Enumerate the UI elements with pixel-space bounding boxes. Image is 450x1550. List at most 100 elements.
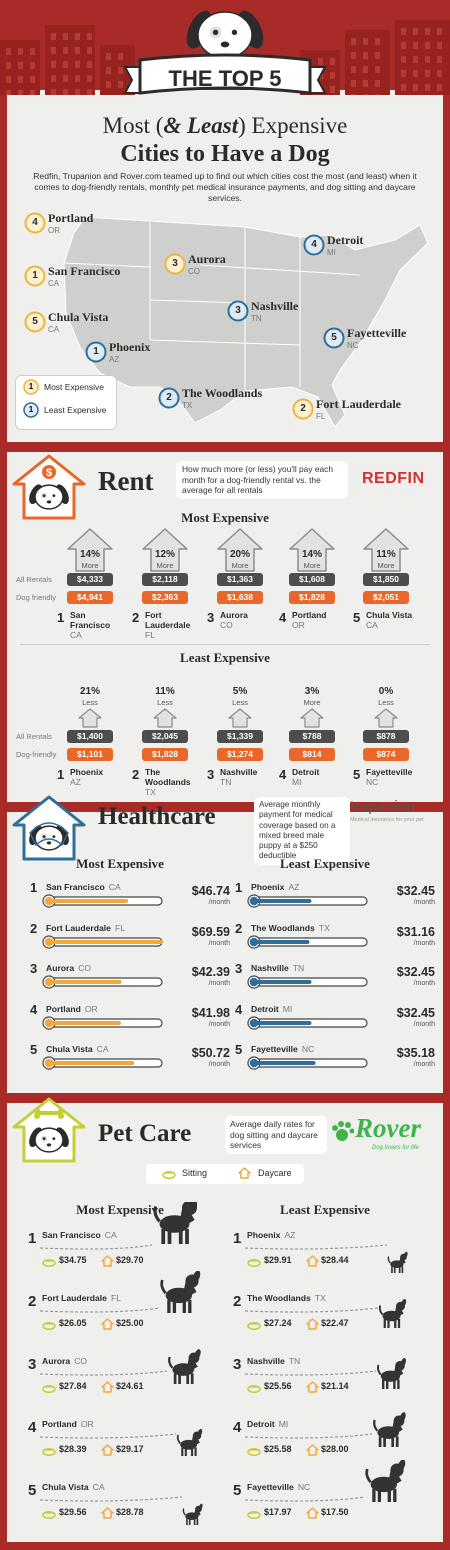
city-name: Fort Lauderdale (145, 610, 191, 630)
price-tag: $1,101 (67, 748, 113, 761)
rect-shape (330, 86, 335, 93)
house-arrow (217, 528, 263, 572)
city-rank: 4 (311, 239, 317, 250)
city-marker (24, 311, 46, 333)
city-name: Phoenix (70, 767, 104, 777)
pct: 0% (378, 686, 394, 697)
city-rank: 1 (32, 270, 38, 281)
path-shape (153, 708, 177, 728)
rank: 1 (57, 610, 65, 625)
city-name: Chula Vista (46, 1044, 93, 1054)
rect-shape (87, 89, 92, 95)
city-marker (158, 387, 180, 409)
rank: 5 (353, 610, 361, 625)
sitting-icon (247, 1321, 261, 1330)
path-shape (245, 1433, 373, 1439)
city-state: AZ (109, 355, 120, 364)
rank: 3 (207, 610, 215, 625)
price-tag: $1,828 (142, 748, 188, 761)
rect-shape (437, 42, 442, 49)
circle-shape (42, 1137, 46, 1140)
ellipse-shape (192, 1271, 201, 1284)
circle-shape (345, 1122, 351, 1128)
city-state: CO (78, 963, 92, 973)
rank: 5 (30, 1042, 38, 1057)
sitting-icon (42, 1510, 56, 1519)
path-shape (101, 1255, 114, 1267)
rect-shape (51, 61, 56, 68)
rank: 1 (57, 767, 65, 782)
city-name: The Woodlands (145, 767, 191, 787)
city: Phoenix AZ (70, 767, 120, 787)
city-name: Detroit (247, 1419, 275, 1429)
ellipse-shape (247, 1510, 261, 1519)
rank: 1 (235, 880, 243, 895)
pct-direction: Less (82, 698, 98, 707)
ellipse-shape (247, 1384, 261, 1393)
rect-shape (351, 38, 356, 45)
logo-tagline: Dog lovers for life (372, 1145, 419, 1151)
ellipse-shape (377, 1426, 399, 1439)
pct: 3% (304, 686, 320, 697)
city: Phoenix AZ (251, 882, 299, 892)
city-state: AZ (284, 1230, 296, 1240)
thermometer-fill (254, 1061, 316, 1065)
rank: 2 (28, 1293, 37, 1310)
sitting-icon (247, 1447, 261, 1456)
section-description: Average daily rates for dog sitting and … (225, 1116, 327, 1154)
city: Detroit MI (251, 1004, 292, 1014)
section-title: Healthcare (98, 803, 216, 830)
logo: trupanion (350, 798, 416, 815)
rect-shape (375, 38, 380, 45)
city-name: Detroit (327, 233, 364, 247)
rect-shape (6, 90, 11, 95)
city-marker (164, 253, 186, 275)
circle-shape (24, 311, 46, 333)
city: Fayetteville NC (366, 767, 416, 787)
skyline (0, 20, 450, 95)
dog-silhouette (365, 1460, 406, 1503)
sitting-price: $28.39 (59, 1444, 87, 1454)
rect-shape (106, 53, 111, 60)
city: San Francisco CA (46, 882, 121, 892)
path-shape (168, 1356, 174, 1369)
circle-shape (23, 402, 39, 418)
path-shape (245, 1244, 388, 1250)
dog-silhouette (176, 1428, 203, 1456)
rect-shape (75, 89, 80, 95)
legend-label: Most Expensive (44, 382, 104, 392)
legend-daycare: Daycare (258, 1168, 292, 1178)
daycare-price: $29.70 (116, 1255, 144, 1265)
rect-shape (51, 75, 56, 82)
rect-shape (18, 62, 23, 69)
pct: 5% (232, 686, 248, 697)
ellipse-shape (220, 41, 230, 48)
rect-shape (330, 58, 335, 65)
daycare-icon (238, 1167, 251, 1179)
path-shape (378, 1305, 384, 1316)
city: The Woodlands TX (251, 923, 330, 933)
path-shape (180, 1205, 195, 1224)
price: $42.39 (191, 965, 230, 979)
city: Nashville TN (247, 1356, 300, 1366)
city: The Woodlands TX (145, 767, 195, 797)
g-shape (176, 1428, 203, 1456)
city-state: CA (70, 630, 82, 640)
ellipse-shape (382, 1310, 401, 1322)
title-text: Most ( (102, 113, 164, 138)
city-marker (227, 300, 249, 322)
price-tag: $2,118 (142, 573, 188, 586)
path-shape (391, 1266, 404, 1274)
rect-shape (401, 42, 406, 49)
pct-direction: Less (157, 698, 173, 707)
ellipse-shape (159, 1215, 190, 1233)
path-shape (78, 708, 102, 728)
path-shape (245, 1370, 377, 1376)
rank: 5 (28, 1482, 37, 1499)
sitting-price: $27.84 (59, 1381, 87, 1391)
rect-shape (401, 56, 406, 63)
daycare-icon (306, 1381, 319, 1393)
path-shape (182, 1508, 186, 1516)
sitting-icon (247, 1510, 261, 1519)
house-icon (12, 1097, 86, 1163)
